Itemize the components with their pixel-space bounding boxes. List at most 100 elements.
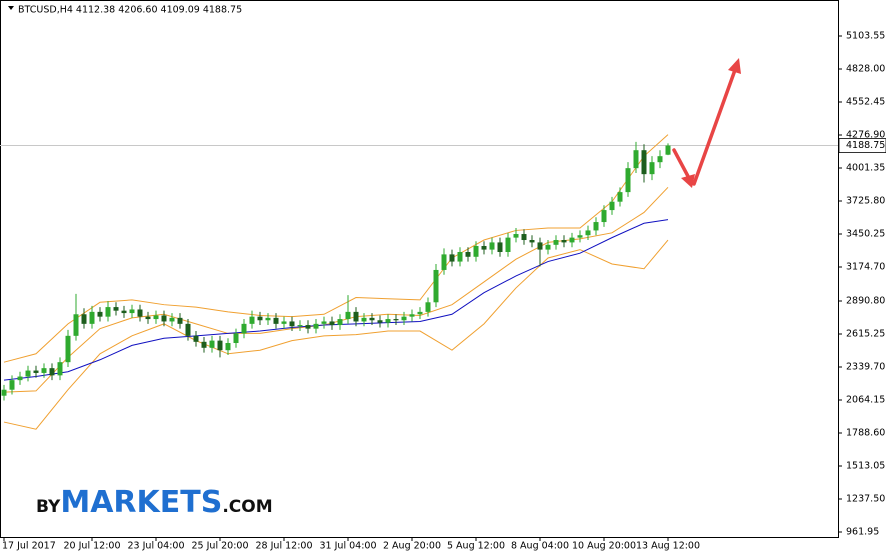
y-tick-label: 5103.55 bbox=[846, 31, 885, 42]
candle-body bbox=[529, 240, 535, 243]
y-tick-label: 3450.25 bbox=[846, 229, 885, 240]
y-tick-label: 2064.15 bbox=[846, 395, 885, 406]
y-tick-label: 3725.80 bbox=[846, 196, 885, 207]
candle-body bbox=[169, 317, 175, 322]
candle-body bbox=[209, 340, 215, 348]
candle-body bbox=[265, 317, 271, 321]
candle-body bbox=[129, 309, 135, 314]
candle-body bbox=[17, 376, 23, 381]
candle-body bbox=[425, 302, 431, 312]
y-tick-label: 3174.70 bbox=[846, 262, 885, 273]
plot-layer bbox=[0, 134, 838, 430]
candle-body bbox=[409, 314, 415, 317]
candle-body bbox=[465, 251, 471, 257]
candle-body bbox=[305, 325, 311, 329]
candle-body bbox=[609, 201, 615, 211]
arrow-up-segment bbox=[692, 68, 737, 186]
candle-body bbox=[161, 315, 167, 322]
candle-body bbox=[313, 323, 319, 329]
y-tick-label: 4552.45 bbox=[846, 97, 885, 108]
candle-body bbox=[473, 246, 479, 257]
candle-body bbox=[41, 368, 47, 373]
y-tick-label: 1237.50 bbox=[846, 494, 885, 505]
candle-body bbox=[649, 162, 655, 175]
candle-body bbox=[105, 307, 111, 317]
candle-body bbox=[417, 311, 423, 315]
candle-body bbox=[97, 311, 103, 317]
logo-brand: MARKETS bbox=[60, 485, 222, 520]
candle-body bbox=[225, 343, 231, 351]
x-tick-label: 8 Aug 04:00 bbox=[511, 541, 569, 552]
x-tick-label: 31 Jul 04:00 bbox=[320, 541, 377, 552]
candle-body bbox=[321, 321, 327, 324]
candle-body bbox=[113, 307, 119, 311]
candle-body bbox=[65, 335, 71, 363]
candle-body bbox=[241, 323, 247, 334]
candle-body bbox=[249, 316, 255, 324]
forecast-arrow bbox=[672, 58, 741, 188]
candle-body bbox=[641, 150, 647, 175]
candle-body bbox=[553, 240, 559, 245]
x-tick-label: 23 Jul 04:00 bbox=[128, 541, 185, 552]
candle-body bbox=[625, 168, 631, 193]
logo: BYMARKETS.COM bbox=[36, 485, 273, 520]
dropdown-icon bbox=[8, 6, 14, 10]
y-tick-label: 2890.80 bbox=[846, 296, 885, 307]
candle-body bbox=[49, 368, 55, 376]
x-tick-label: 20 Jul 12:00 bbox=[64, 541, 121, 552]
indicator-line bbox=[3, 134, 669, 363]
x-tick-label: 28 Jul 12:00 bbox=[256, 541, 313, 552]
candle-body bbox=[233, 333, 239, 344]
candle-body bbox=[185, 323, 191, 336]
y-tick-label: 1513.05 bbox=[846, 461, 885, 472]
candle-body bbox=[665, 145, 671, 155]
candle-body bbox=[481, 246, 487, 250]
candle-body bbox=[257, 316, 263, 321]
candle-body bbox=[145, 316, 151, 320]
x-tick-label: 25 Jul 20:00 bbox=[192, 541, 249, 552]
candle-body bbox=[289, 321, 295, 327]
candle-body bbox=[513, 234, 519, 238]
candle-body bbox=[297, 325, 303, 327]
arrow-head bbox=[681, 174, 695, 188]
logo-suffix: .COM bbox=[222, 497, 272, 517]
candle-body bbox=[73, 314, 79, 336]
y-tick-label: 1788.60 bbox=[846, 428, 885, 439]
x-tick-label: 10 Aug 20:00 bbox=[572, 541, 636, 552]
candle-body bbox=[57, 362, 63, 376]
y-tick-label: 961.95 bbox=[846, 527, 879, 538]
candle-body bbox=[505, 237, 511, 252]
candle-body bbox=[577, 235, 583, 238]
candle-body bbox=[177, 317, 183, 324]
candle-body bbox=[337, 319, 343, 326]
candle-body bbox=[593, 222, 599, 231]
y-tick-label: 2615.25 bbox=[846, 329, 885, 340]
x-tick-label: 17 Jul 2017 bbox=[2, 541, 56, 552]
y-tick-label: 4001.35 bbox=[846, 163, 885, 174]
y-tick-label: 4828.00 bbox=[846, 64, 885, 75]
candle-body bbox=[121, 310, 127, 314]
x-tick-label: 5 Aug 12:00 bbox=[447, 541, 505, 552]
candle-body bbox=[9, 380, 15, 390]
last-price-label: 4188.75 bbox=[846, 140, 885, 151]
logo-prefix: BY bbox=[36, 497, 61, 517]
candle-body bbox=[585, 230, 591, 236]
candle-body bbox=[393, 319, 399, 321]
candle-body bbox=[1, 389, 7, 396]
candle-body bbox=[617, 192, 623, 202]
plot-frame bbox=[0, 0, 839, 538]
indicator-line bbox=[3, 239, 669, 430]
candle-body bbox=[329, 321, 335, 326]
arrow-head bbox=[728, 58, 741, 74]
last-price-box bbox=[838, 138, 886, 153]
candle-body bbox=[217, 340, 223, 351]
candle-body bbox=[401, 316, 407, 321]
y-tick-label: 2339.70 bbox=[846, 362, 885, 373]
candle-body bbox=[33, 370, 39, 373]
x-tick-label: 2 Aug 20:00 bbox=[383, 541, 441, 552]
candle-body bbox=[561, 240, 567, 243]
candle-body bbox=[369, 317, 375, 321]
candle-body bbox=[153, 315, 159, 320]
